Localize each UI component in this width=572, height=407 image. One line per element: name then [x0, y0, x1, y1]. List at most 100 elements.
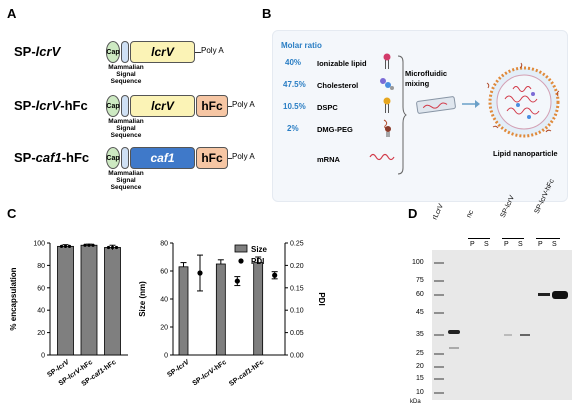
lipid-name: Cholesterol	[317, 81, 359, 90]
cap-icon: Cap	[106, 41, 120, 63]
ladder-band	[434, 366, 444, 368]
brace-icon	[397, 55, 407, 175]
y-axis-label: Size (nm)	[138, 281, 147, 317]
lipid-nanoparticle-icon	[486, 62, 560, 138]
cholesterol-icon	[380, 78, 394, 90]
y-axis-label: % encapsulation	[9, 267, 18, 330]
lipid-pct: 10.5%	[283, 102, 306, 111]
mss-label: Mammalian Signal Sequence	[108, 118, 144, 139]
ladder-band	[434, 312, 444, 314]
y-tick-label: 0	[41, 353, 45, 360]
data-point	[59, 244, 64, 248]
panel-letter-c: C	[7, 206, 17, 221]
mw-label: 60	[416, 291, 424, 298]
lane-label-nc: nc	[465, 209, 476, 219]
construct-label-3: SP-caf1-hFc	[14, 150, 90, 165]
lipid-name: Ionizable lipid	[317, 59, 367, 68]
sp-lcrv-p-faint-band	[504, 334, 512, 336]
lane-bracket-sp-lcrv-hfc	[536, 238, 560, 239]
mw-label: 75	[416, 277, 424, 284]
lane-bracket-nc	[468, 238, 490, 239]
y-tick-label: 80	[160, 241, 168, 248]
lane-s: S	[484, 241, 489, 248]
tag-box-hfc: hFc	[196, 95, 228, 117]
size-bar	[215, 263, 226, 356]
category-label: SP-lcrV-hFc	[191, 359, 228, 388]
ladder-band	[434, 280, 444, 282]
size-bar	[178, 266, 189, 356]
ladder-band	[434, 392, 444, 394]
gel-image	[432, 250, 572, 400]
sp-lcrv-s-band	[520, 334, 530, 336]
signal-sequence-box	[121, 41, 129, 63]
data-point	[83, 243, 87, 247]
category-label: SP-lcrV	[166, 358, 192, 379]
ladder-band	[434, 262, 444, 264]
ionizable-lipid-icon	[383, 53, 391, 69]
ladder-band	[434, 294, 444, 296]
bar	[57, 245, 74, 356]
pdi-point	[272, 272, 278, 278]
legend-swatch-size	[234, 244, 248, 253]
lipid-pct: 2%	[287, 124, 299, 133]
panel-letter-b: B	[262, 6, 272, 21]
y2-tick-label: 0.15	[290, 285, 304, 292]
lipid-name: DSPC	[317, 103, 338, 112]
data-point	[63, 244, 68, 248]
polya-label: Poly A	[232, 152, 255, 161]
bar	[80, 244, 98, 356]
data-point	[67, 244, 72, 248]
legend-label-pdi: PDI	[251, 257, 264, 266]
lipid-pct: 47.5%	[283, 80, 306, 89]
cap-icon: Cap	[106, 95, 120, 117]
panel-d: rLcrV nc SP-lcrV SP-lcrV-hFc P S P S P S…	[408, 178, 572, 407]
mw-label: 45	[416, 309, 424, 316]
data-point	[114, 245, 119, 250]
polya-label: Poly A	[201, 46, 224, 55]
mw-label: 35	[416, 331, 424, 338]
ladder-band	[434, 334, 444, 336]
mss-label: Mammalian Signal Sequence	[108, 64, 144, 85]
y2-axis-label: PDI	[317, 292, 326, 305]
bar	[104, 247, 121, 356]
panel-letter-d: D	[408, 206, 418, 221]
y2-tick-label: 0.00	[290, 353, 304, 360]
ladder-band	[434, 353, 444, 355]
lane-label-rlcrv: rLcrV	[431, 202, 446, 221]
lane-bracket-sp-lcrv	[502, 238, 524, 239]
microfluidic-chip-icon	[416, 96, 456, 114]
category-label: SP-caf1-hFc	[228, 359, 265, 388]
gene-box-lcrv: lcrV	[130, 41, 195, 63]
sp-lcrv-hfc-p-band	[538, 293, 550, 296]
signal-sequence-box	[121, 95, 129, 117]
dspc-icon	[383, 97, 391, 113]
ladder-band	[434, 378, 444, 380]
cap-icon: Cap	[106, 147, 120, 169]
pdi-point	[234, 278, 240, 284]
mrna-icon	[369, 153, 395, 161]
tag-box-hfc: hFc	[196, 147, 228, 169]
mss-label: Mammalian Signal Sequence	[108, 170, 144, 191]
mw-label: 100	[412, 259, 424, 266]
y-tick-label: 60	[37, 285, 45, 292]
y-tick-label: 40	[160, 297, 168, 304]
size-bar	[253, 262, 264, 356]
pdi-point	[197, 270, 203, 276]
lnp-label: Lipid nanoparticle	[493, 149, 558, 158]
mw-unit: kDa	[410, 399, 421, 405]
gene-box-lcrv: lcrV	[130, 95, 195, 117]
panel-a: SP-lcrV Cap lcrV Poly A Mammalian Signal S…	[0, 0, 260, 200]
y-tick-label: 60	[160, 269, 168, 276]
lipid-name: DMG-PEG	[317, 125, 353, 134]
data-point	[110, 245, 115, 250]
polya-line	[195, 52, 201, 53]
rlcrv-band	[448, 330, 460, 334]
y2-tick-label: 0.05	[290, 330, 304, 337]
data-point	[106, 245, 111, 250]
panel-letter-a: A	[7, 6, 17, 21]
polya-label: Poly A	[232, 100, 255, 109]
lane-s: S	[552, 241, 557, 248]
construct-label-1: SP-lcrV	[14, 44, 61, 59]
legend-swatch-pdi	[238, 258, 244, 264]
